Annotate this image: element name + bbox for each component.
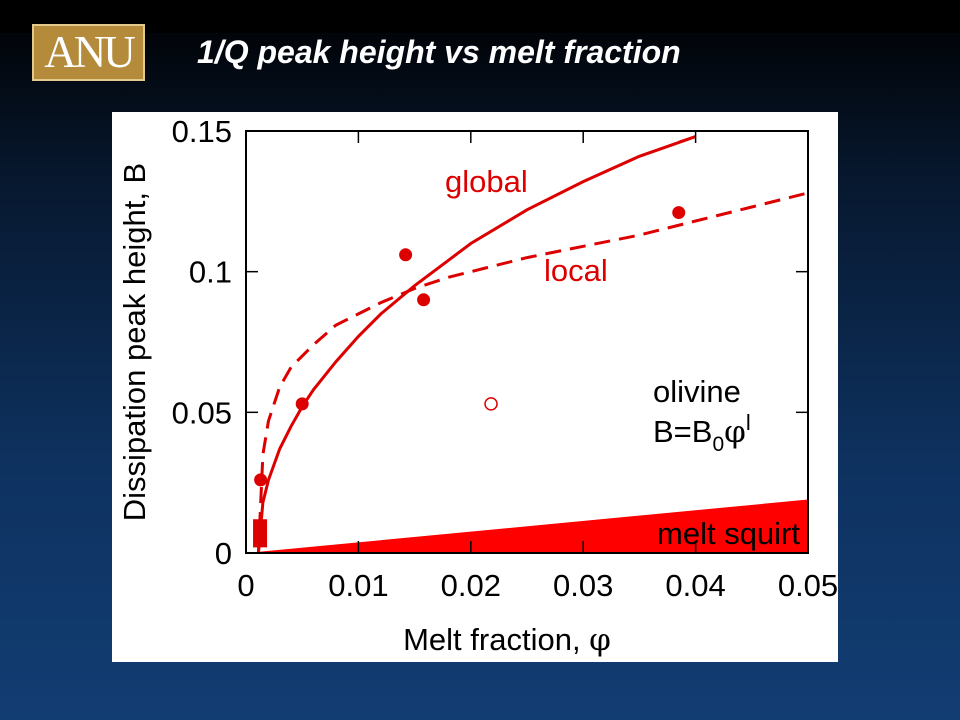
y-axis-title: Dissipation peak height, B (117, 163, 152, 521)
x-tick-label-0: 0 (237, 568, 254, 603)
data-bar-0 (253, 519, 268, 548)
data-point-filled-3 (417, 293, 431, 307)
x-tick-label-3: 0.03 (553, 568, 613, 603)
slide-title: 1/Q peak height vs melt fraction (197, 34, 681, 70)
y-tick-label-2: 0.1 (189, 255, 232, 290)
formula-label: B=B0φl (653, 410, 751, 456)
formula-subscript: 0 (712, 433, 724, 456)
chart-panel: 0 0.01 0.02 0.03 0.04 0.05 0 0.05 0.1 0.15 global… (112, 112, 838, 662)
formula-phi: φ (724, 414, 746, 450)
y-tick-label-1: 0.05 (172, 395, 232, 430)
material-label: olivine (653, 374, 741, 409)
x-axis-title-text: Melt fraction, (403, 622, 589, 657)
x-tick-label-2: 0.02 (441, 568, 501, 603)
logo-text: ANU (44, 27, 135, 77)
region-label: melt squirt (657, 516, 800, 551)
data-point-filled-2 (399, 248, 413, 262)
x-axis-title: Melt fraction, φ (403, 622, 611, 658)
series-global-line (256, 135, 697, 554)
x-axis-title-symbol: φ (589, 622, 611, 658)
series-local-line (256, 191, 809, 554)
data-point-filled-1 (295, 397, 309, 411)
x-tick-label-5: 0.05 (778, 568, 838, 603)
y-tick-label-0: 0 (215, 536, 232, 571)
y-tick-label-3: 0.15 (172, 114, 232, 149)
local-label: local (544, 253, 608, 288)
anu-logo: ANU (32, 24, 145, 81)
formula-main: B=B (653, 414, 712, 449)
top-bar (0, 0, 960, 33)
data-point-filled-0 (254, 473, 268, 487)
x-tick-label-4: 0.04 (665, 568, 725, 603)
formula-superscript: l (746, 410, 751, 435)
global-label: global (445, 164, 528, 199)
data-point-open-0 (484, 397, 498, 411)
chart-svg: 0 0.01 0.02 0.03 0.04 0.05 0 0.05 0.1 0.15 global… (117, 114, 838, 658)
x-tick-label-1: 0.01 (328, 568, 388, 603)
data-point-filled-4 (672, 206, 686, 220)
plot-frame (245, 130, 809, 554)
